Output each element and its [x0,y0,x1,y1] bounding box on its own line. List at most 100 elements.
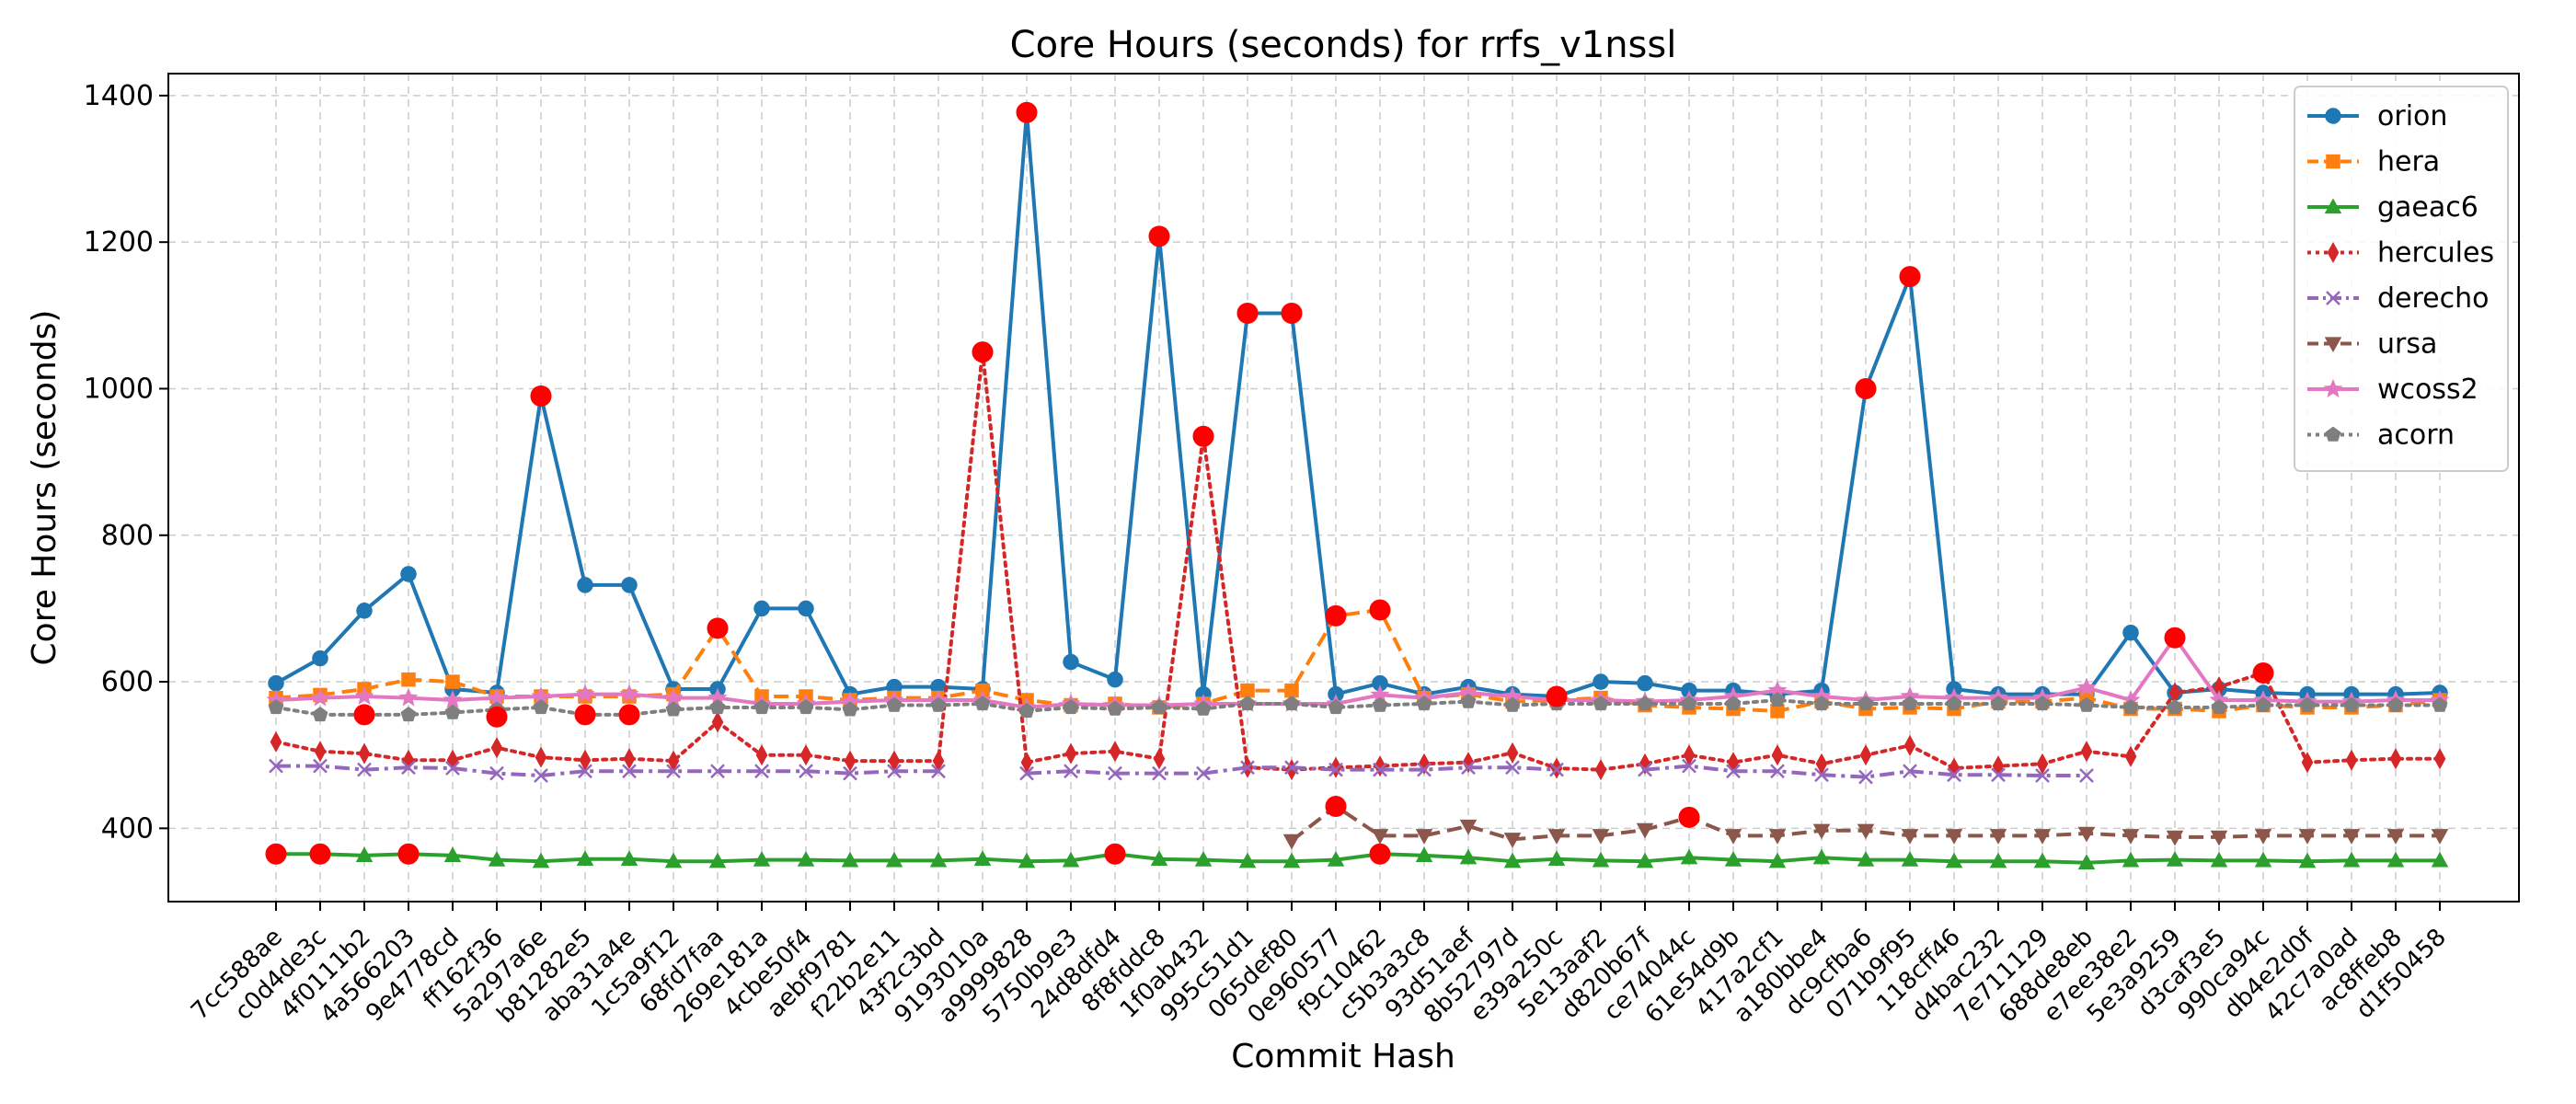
data-point-hercules [1771,744,1784,766]
data-point-derecho [622,764,637,779]
data-point-acorn [1107,700,1123,716]
data-point-derecho [1152,765,1167,781]
highlight-point [486,706,508,728]
data-point-orion [1107,671,1123,688]
data-point-gaeac6 [1018,852,1036,868]
data-point-ursa [1592,829,1610,845]
highlight-point [1899,266,1921,288]
highlight-point [1369,843,1391,865]
highlight-point [1546,685,1568,707]
data-point-acorn [1593,696,1609,711]
highlight-point [353,704,375,726]
data-point-derecho [931,764,946,779]
data-point-gaeac6 [1238,852,1257,868]
data-point-gaeac6 [1592,851,1610,868]
data-point-hercules [1153,748,1166,770]
data-point-derecho [754,764,769,779]
data-point-acorn [268,698,284,715]
legend-marker [2325,426,2341,442]
legend-entry-orion: orion [2307,100,2447,132]
data-point-gaeac6 [1547,850,1566,866]
data-point-derecho [313,758,328,774]
data-point-orion [798,600,814,617]
data-point-gaeac6 [355,846,374,862]
data-point-hercules [1064,742,1077,765]
data-point-acorn [1283,696,1300,711]
data-point-hercules [1109,741,1121,763]
data-point-derecho [401,760,416,776]
data-point-hercules [2036,753,2049,775]
data-point-acorn [1018,702,1035,719]
data-point-derecho [1328,762,1343,777]
data-point-hercules [623,748,636,770]
data-point-ursa [1768,829,1787,845]
data-point-orion [1593,673,1609,690]
data-point-gaeac6 [1901,851,1919,867]
data-point-gaeac6 [488,851,506,867]
legend-marker [2323,379,2343,397]
data-point-acorn [1460,693,1477,708]
legend-entry-hercules: hercules [2307,237,2494,270]
data-point-gaeac6 [1636,852,1654,868]
data-point-ursa [2166,830,2184,846]
data-point-acorn [1857,696,1874,711]
data-point-hercules [2124,745,2137,767]
data-point-ursa [1901,829,1919,845]
data-point-gaeac6 [2386,851,2405,868]
data-point-orion [2122,624,2139,641]
highlight-point [1369,599,1391,621]
data-point-gaeac6 [841,851,859,868]
data-point-hercules [1506,742,1519,764]
data-point-derecho [887,764,902,779]
data-point-derecho [1947,767,1961,783]
data-point-wcoss2 [443,690,463,708]
highlight-group [265,101,2274,865]
series-group [266,104,2450,869]
plot-frame [167,73,2520,903]
data-point-derecho [1549,762,1564,777]
data-point-acorn [1504,696,1521,712]
legend-label: hercules [2377,237,2494,270]
data-point-gaeac6 [797,851,815,867]
data-point-ursa [1857,823,1875,840]
data-point-derecho [489,765,504,781]
data-point-derecho [2079,768,2094,783]
data-point-gaeac6 [973,850,992,866]
data-point-ursa [2431,829,2449,845]
data-point-gaeac6 [1327,851,1345,867]
data-point-acorn [2122,698,2139,715]
legend: orion hera gaeac6 hercules derecho ursa wcoss2… [2294,86,2509,472]
data-point-acorn [1063,698,1079,715]
y-axis: 400 600 800 1000 1200 1400 [84,80,168,845]
data-point-wcoss2 [398,687,419,707]
data-point-orion [356,603,373,619]
data-point-derecho [269,758,283,774]
highlight-point [1281,302,1303,324]
data-point-derecho [1858,769,1873,785]
legend-label: wcoss2 [2377,374,2478,406]
data-point-acorn [665,701,682,717]
data-point-ursa [1547,829,1566,845]
data-point-ursa [1282,834,1301,850]
data-point-hercules [2301,752,2314,774]
highlight-point [2164,627,2186,649]
data-point-gaeac6 [1194,851,1213,867]
data-point-gaeac6 [2342,851,2361,868]
data-point-ursa [2298,829,2317,845]
data-point-hercules [755,744,768,766]
data-point-ursa [2210,830,2228,846]
data-point-acorn [842,701,858,717]
data-point-gaeac6 [2077,854,2096,869]
data-point-gaeac6 [1459,848,1478,865]
data-point-gaeac6 [2033,852,2052,868]
data-point-gaeac6 [2122,851,2140,868]
data-point-acorn [1902,696,1918,711]
data-point-orion [621,577,638,593]
y-tick-label: 600 [101,666,154,698]
data-point-derecho [1461,760,1476,776]
data-point-gaeac6 [2254,851,2272,868]
highlight-point [972,341,994,363]
data-point-acorn [709,698,726,715]
data-point-acorn [2387,696,2404,712]
data-point-derecho [357,762,372,777]
